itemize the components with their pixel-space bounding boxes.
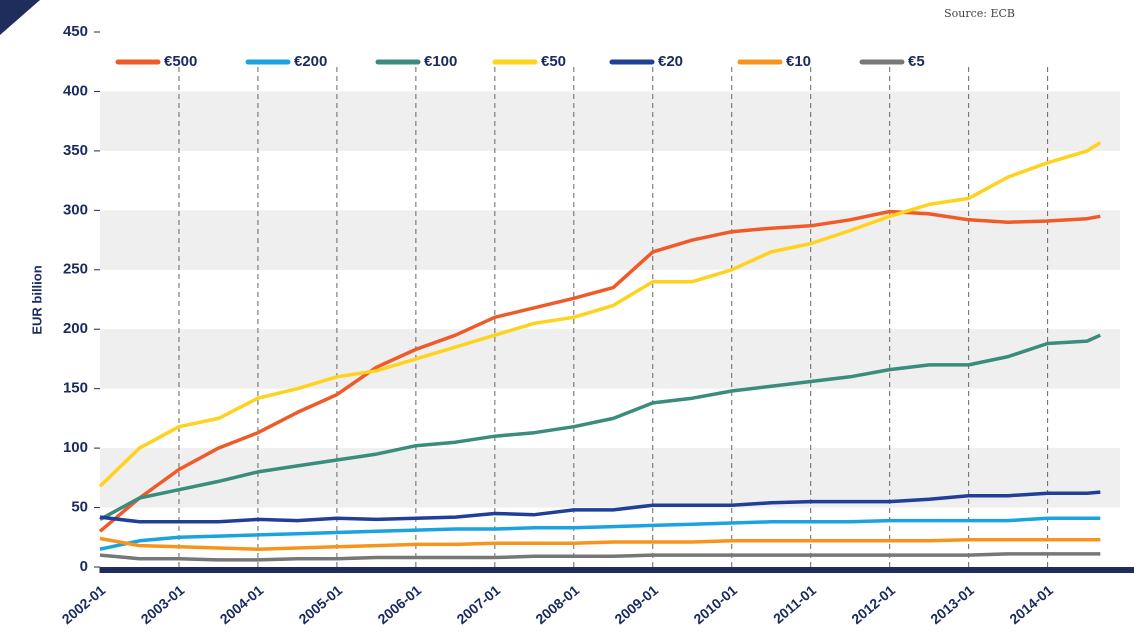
source: Source: ECB bbox=[944, 7, 1015, 20]
y-tick-label: 50 bbox=[71, 499, 88, 516]
legend-label: €100 bbox=[424, 53, 457, 70]
x-tick-label: 2014-01 bbox=[1006, 582, 1056, 627]
y-tick-label: 250 bbox=[63, 261, 88, 278]
x-tick-label: 2007-01 bbox=[453, 582, 503, 627]
decor-corner bbox=[0, 0, 40, 35]
x-tick-label: 2003-01 bbox=[138, 582, 188, 627]
x-tick-label: 2004-01 bbox=[217, 582, 267, 627]
series-line bbox=[99, 552, 1101, 562]
x-tick-label: 2005-01 bbox=[296, 582, 346, 627]
grid-band bbox=[100, 329, 1120, 389]
series-line bbox=[99, 516, 1101, 551]
y-tick-label: 300 bbox=[63, 201, 88, 218]
y-axis-label: EUR billion bbox=[29, 265, 44, 334]
x-tick-label: 2010-01 bbox=[690, 582, 740, 627]
legend-label: €5 bbox=[908, 53, 925, 70]
legend-label: €20 bbox=[658, 53, 683, 70]
legend-label: €50 bbox=[541, 53, 566, 70]
legend-label: €500 bbox=[164, 53, 197, 70]
y-tick-label: 200 bbox=[63, 320, 88, 337]
x-axis bbox=[100, 567, 1134, 573]
series-line bbox=[98, 141, 1102, 488]
x-tick-label: 2008-01 bbox=[532, 582, 582, 627]
legend-label: €10 bbox=[786, 53, 811, 70]
y-tick-label: 350 bbox=[63, 142, 88, 159]
x-tick-label: 2009-01 bbox=[611, 582, 661, 627]
series-line bbox=[99, 536, 1101, 551]
series-line bbox=[99, 333, 1102, 521]
grid-band bbox=[100, 210, 1120, 270]
y-tick-label: 0 bbox=[80, 558, 88, 575]
y-tick-label: 150 bbox=[63, 380, 88, 397]
y-tick-label: 100 bbox=[63, 439, 88, 456]
series-line bbox=[98, 209, 1101, 533]
grid-band bbox=[100, 448, 1120, 508]
x-tick-label: 2002-01 bbox=[59, 582, 109, 627]
x-tick-label: 2011-01 bbox=[770, 582, 819, 627]
x-tick-label: 2013-01 bbox=[927, 582, 977, 627]
legend-label: €200 bbox=[294, 53, 327, 70]
grid-band bbox=[100, 91, 1120, 151]
x-tick-label: 2006-01 bbox=[375, 582, 425, 627]
y-tick-label: 400 bbox=[63, 82, 88, 99]
x-tick-label: 2012-01 bbox=[848, 582, 898, 627]
series-line bbox=[99, 490, 1101, 524]
y-tick-label: 450 bbox=[63, 23, 88, 40]
